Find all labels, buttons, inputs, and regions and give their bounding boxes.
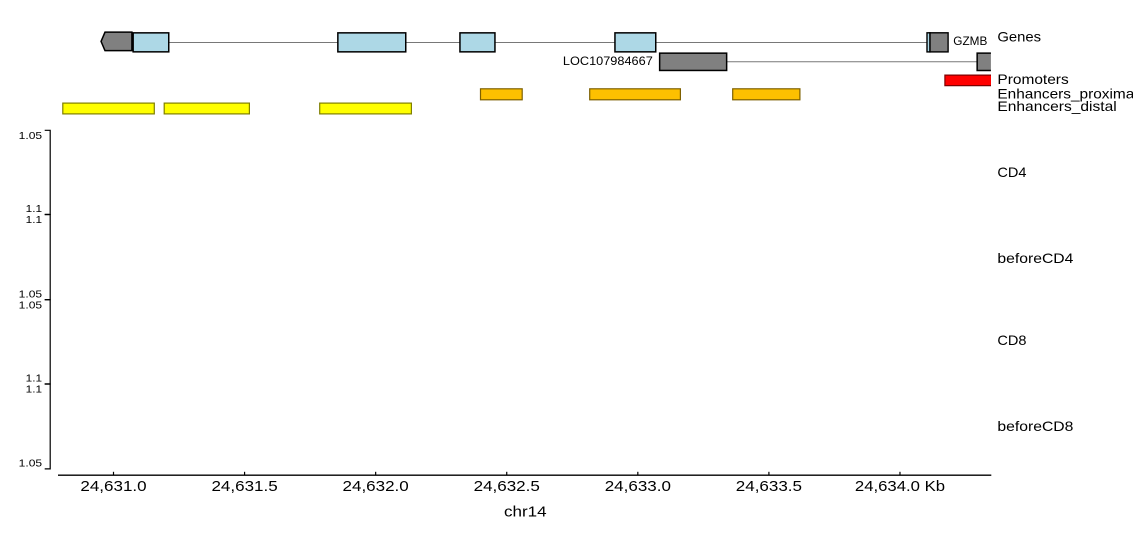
svg-text:1.05: 1.05 <box>19 130 43 142</box>
svg-text:24,632.0: 24,632.0 <box>343 478 409 495</box>
svg-text:24,631.0: 24,631.0 <box>80 478 146 495</box>
svg-text:GZMB: GZMB <box>953 35 987 48</box>
svg-text:24,631.5: 24,631.5 <box>211 478 277 495</box>
svg-text:beforeCD4: beforeCD4 <box>997 251 1073 266</box>
svg-text:1.1: 1.1 <box>26 214 43 226</box>
svg-text:CD8: CD8 <box>997 333 1026 348</box>
svg-text:LOC107984667: LOC107984667 <box>563 55 653 68</box>
svg-text:Genes: Genes <box>997 30 1041 45</box>
svg-text:24,633.5: 24,633.5 <box>736 478 802 495</box>
svg-text:chr14: chr14 <box>504 504 547 521</box>
svg-text:Promoters: Promoters <box>997 72 1068 87</box>
svg-text:24,634.0 Kb: 24,634.0 Kb <box>855 478 945 495</box>
svg-text:24,632.5: 24,632.5 <box>474 478 540 495</box>
svg-text:1.05: 1.05 <box>19 458 43 470</box>
svg-text:1.1: 1.1 <box>26 203 43 215</box>
svg-text:beforeCD8: beforeCD8 <box>997 419 1073 434</box>
svg-text:1.05: 1.05 <box>19 288 43 300</box>
svg-text:Enhancers_proximal: Enhancers_proximal <box>997 87 1133 102</box>
svg-text:1.05: 1.05 <box>19 299 43 311</box>
svg-text:Enhancers_distal: Enhancers_distal <box>997 99 1116 114</box>
svg-text:1.1: 1.1 <box>26 384 43 396</box>
svg-text:1.1: 1.1 <box>26 373 43 385</box>
svg-text:24,633.0: 24,633.0 <box>605 478 671 495</box>
svg-text:CD4: CD4 <box>997 165 1026 180</box>
